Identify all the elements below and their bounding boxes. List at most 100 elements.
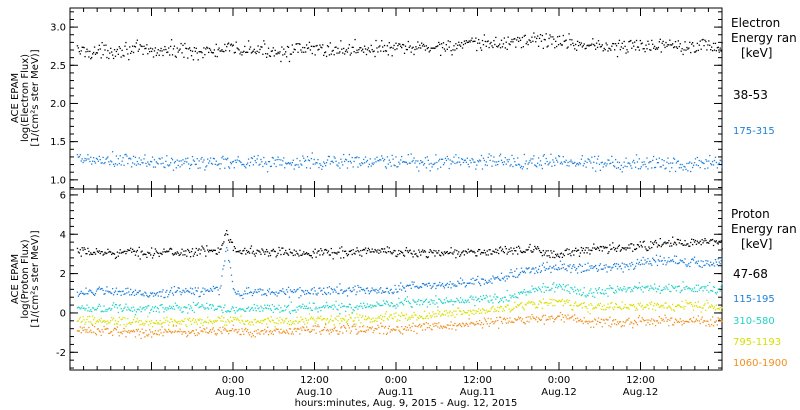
- data-point: [718, 261, 720, 263]
- proton-series-115-195: [76, 247, 723, 300]
- data-point: [131, 310, 134, 313]
- data-point: [621, 262, 623, 264]
- data-point: [627, 265, 629, 268]
- data-point: [557, 44, 560, 46]
- data-point: [633, 159, 635, 162]
- data-point: [123, 307, 125, 310]
- data-point: [664, 302, 666, 304]
- data-point: [650, 303, 652, 306]
- data-point: [630, 165, 632, 167]
- data-point: [418, 170, 420, 172]
- data-point: [404, 298, 407, 300]
- data-point: [464, 42, 467, 45]
- data-point: [246, 162, 249, 164]
- data-point: [579, 44, 582, 46]
- data-point: [478, 38, 480, 41]
- data-point: [662, 288, 664, 291]
- data-point: [498, 45, 500, 47]
- data-point: [261, 329, 263, 332]
- data-point: [118, 335, 120, 337]
- data-point: [272, 47, 274, 49]
- data-point: [423, 323, 426, 325]
- data-point: [175, 253, 177, 255]
- data-point: [297, 164, 299, 166]
- data-point: [459, 310, 461, 312]
- data-point: [594, 266, 596, 268]
- data-point: [133, 316, 136, 318]
- data-point: [569, 304, 571, 307]
- data-point: [239, 249, 241, 252]
- data-point: [677, 160, 680, 162]
- data-point: [420, 324, 423, 327]
- data-point: [167, 296, 169, 298]
- data-point: [272, 333, 274, 336]
- data-point: [89, 289, 91, 291]
- data-point: [84, 329, 86, 331]
- data-point: [398, 249, 400, 252]
- data-point: [271, 319, 274, 321]
- data-point: [363, 318, 366, 321]
- data-point: [475, 279, 477, 281]
- data-point: [225, 321, 227, 323]
- data-point: [193, 160, 196, 162]
- data-point: [320, 315, 322, 317]
- data-point: [383, 315, 386, 318]
- data-point: [370, 318, 372, 320]
- data-point: [513, 275, 515, 278]
- data-point: [109, 290, 111, 293]
- data-point: [562, 34, 564, 37]
- data-point: [324, 291, 326, 293]
- data-point: [531, 36, 533, 38]
- data-point: [540, 40, 543, 42]
- data-point: [677, 238, 680, 241]
- data-point: [449, 41, 451, 43]
- data-point: [504, 318, 506, 321]
- data-point: [182, 331, 184, 333]
- data-point: [614, 263, 616, 265]
- data-point: [625, 320, 627, 322]
- data-point: [620, 326, 622, 328]
- data-point: [376, 47, 378, 49]
- data-point: [449, 251, 451, 254]
- data-point: [217, 247, 219, 249]
- legend-electron-175-315: 175-315: [733, 126, 775, 137]
- data-point: [513, 296, 515, 299]
- data-point: [486, 250, 488, 252]
- data-point: [232, 324, 235, 326]
- data-point: [673, 321, 676, 324]
- data-point: [698, 242, 700, 244]
- data-point: [636, 258, 639, 261]
- data-point: [516, 306, 518, 308]
- data-point: [443, 251, 446, 253]
- data-point: [347, 318, 350, 321]
- data-point: [340, 317, 342, 320]
- data-point: [526, 168, 528, 170]
- data-point: [287, 304, 290, 307]
- data-point: [140, 45, 142, 47]
- data-point: [382, 160, 385, 162]
- data-point: [538, 250, 541, 252]
- data-point: [289, 289, 292, 291]
- data-point: [613, 165, 615, 167]
- data-point: [129, 321, 131, 324]
- data-point: [475, 255, 477, 257]
- data-point: [515, 296, 517, 298]
- data-point: [353, 320, 355, 322]
- data-point: [713, 265, 716, 267]
- data-point: [703, 44, 705, 47]
- data-point: [419, 162, 421, 165]
- data-point: [336, 308, 338, 310]
- data-point: [588, 158, 590, 161]
- data-point: [547, 319, 549, 321]
- data-point: [195, 321, 197, 323]
- data-point: [603, 304, 605, 307]
- data-point: [440, 284, 443, 286]
- data-point: [398, 161, 400, 163]
- data-point: [302, 303, 304, 305]
- data-point: [640, 259, 642, 261]
- data-point: [648, 162, 650, 164]
- data-point: [101, 287, 103, 290]
- data-point: [624, 303, 626, 306]
- data-point: [468, 40, 470, 42]
- data-point: [582, 322, 584, 325]
